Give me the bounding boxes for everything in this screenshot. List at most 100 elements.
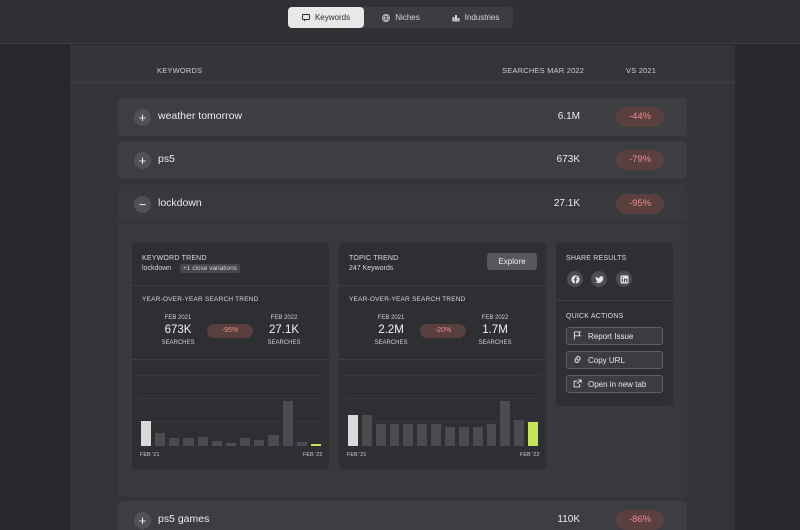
trend-bar [155,433,166,446]
right-period: FEB 2022 [270,315,298,321]
trend-bar [528,422,539,446]
bar-chart-icon [452,14,460,22]
trend-bar [268,434,279,446]
keyword-row-header[interactable]: + ps5 673K -79% [118,141,687,179]
right-gutter [735,45,800,530]
topic-trend-subtitle: 247 Keywords [349,265,394,272]
grid-line [345,375,540,376]
trend-bar [169,437,180,446]
trend-bar [296,441,307,446]
report-issue-label: Report Issue [588,331,634,341]
left-value: 673K [164,324,192,336]
tab-industries[interactable]: Industries [438,7,513,28]
expand-button[interactable]: + [134,152,151,169]
grid-line [345,421,540,422]
trend-bar [403,424,414,446]
keyword-row-header[interactable]: + ps5 games 110K -86% [118,501,687,530]
close-variations-badge[interactable]: +1 close variations [180,264,241,273]
keyword-trend-card [132,243,329,469]
facebook-icon[interactable] [567,271,583,287]
tab-keywords[interactable]: Keywords [288,7,364,28]
trend-bar [375,423,386,446]
header-divider [70,82,735,83]
trend-bar [458,426,469,446]
globe-icon [382,13,391,22]
yoy-title: YEAR-OVER-YEAR SEARCH TREND [349,296,466,303]
grid-line [138,421,323,422]
expand-button[interactable]: + [134,109,151,126]
trend-bar [472,426,483,446]
right-unit: SEARCHES [478,340,512,346]
trend-bar [500,401,511,446]
copy-url-button[interactable]: Copy URL [566,351,663,369]
trend-bar [211,440,222,446]
change-badge: -95% [616,194,664,214]
trend-bar [514,419,525,446]
change-badge: -44% [616,107,664,127]
keyword-row[interactable]: + weather tomorrow 6.1M -44% [118,98,687,136]
trend-bar [240,437,251,446]
expand-button[interactable]: + [134,512,151,529]
external-link-icon [573,378,582,390]
column-header-vs: VS 2021 [626,66,657,75]
keyword-row-header[interactable]: − lockdown 27.1K -95% [118,185,687,223]
left-value: 2.2M [378,324,404,336]
topic-trend-card [339,243,546,469]
open-new-tab-label: Open in new tab [588,379,647,389]
yoy-change-badge: -95% [207,324,253,338]
yoy-title: YEAR-OVER-YEAR SEARCH TREND [142,296,259,303]
trend-bar [183,437,194,446]
twitter-icon[interactable] [591,271,607,287]
search-volume: 110K [557,514,580,525]
trend-bar [444,426,455,446]
left-unit: SEARCHES [161,340,195,346]
keyword-row-header[interactable]: + weather tomorrow 6.1M -44% [118,98,687,136]
linkedin-icon[interactable] [616,271,632,287]
explore-button[interactable]: Explore [487,253,537,270]
axis-end-label: FEB '22 [520,452,540,458]
trend-bar [140,421,152,446]
topic-trend-title: TOPIC TREND [349,255,399,262]
quick-actions-title: QUICK ACTIONS [566,313,624,320]
trend-bar [197,437,208,446]
keyword-label: weather tomorrow [158,110,243,122]
right-value: 1.7M [482,324,508,336]
keyword-label: lockdown [158,197,202,209]
report-issue-button[interactable]: Report Issue [566,327,663,345]
trend-bar [361,415,372,446]
card-divider [556,300,673,301]
axis-start-label: FEB '21 [140,452,160,458]
top-bar: Keywords Niches Industries [0,0,800,44]
collapse-button[interactable]: − [134,196,151,213]
keyword-row[interactable]: + ps5 games 110K -86% [118,501,687,530]
keyword-trend-title: KEYWORD TREND [142,255,207,262]
card-divider [132,285,329,286]
trend-bar [254,439,265,446]
tab-industries-label: Industries [464,13,500,22]
tab-niches[interactable]: Niches [364,7,438,28]
view-tabs: Keywords Niches Industries [288,7,513,28]
keyword-row[interactable]: + ps5 673K -79% [118,141,687,179]
tab-keywords-label: Keywords [314,13,351,22]
copy-url-label: Copy URL [588,355,625,365]
chat-icon [301,13,310,22]
card-divider [339,359,546,360]
keyword-label: ps5 games [158,513,210,525]
tab-niches-label: Niches [395,13,420,22]
change-badge: -86% [616,510,664,530]
left-gutter [0,45,70,530]
axis-end-label: FEB '22 [303,452,323,458]
trend-bar [310,443,321,446]
search-volume: 6.1M [557,111,580,122]
column-header-keywords: KEYWORDS [157,66,203,75]
trend-bar [225,443,237,446]
trend-bar [389,424,400,446]
link-icon [573,355,582,366]
column-header-searches: SEARCHES MAR 2022 [502,66,585,75]
axis-start-label: FEB '21 [347,452,367,458]
card-divider [132,359,329,360]
yoy-change-badge: -20% [420,324,466,338]
right-value: 27.1K [268,324,300,336]
open-new-tab-button[interactable]: Open in new tab [566,375,663,393]
left-unit: SEARCHES [374,340,408,346]
